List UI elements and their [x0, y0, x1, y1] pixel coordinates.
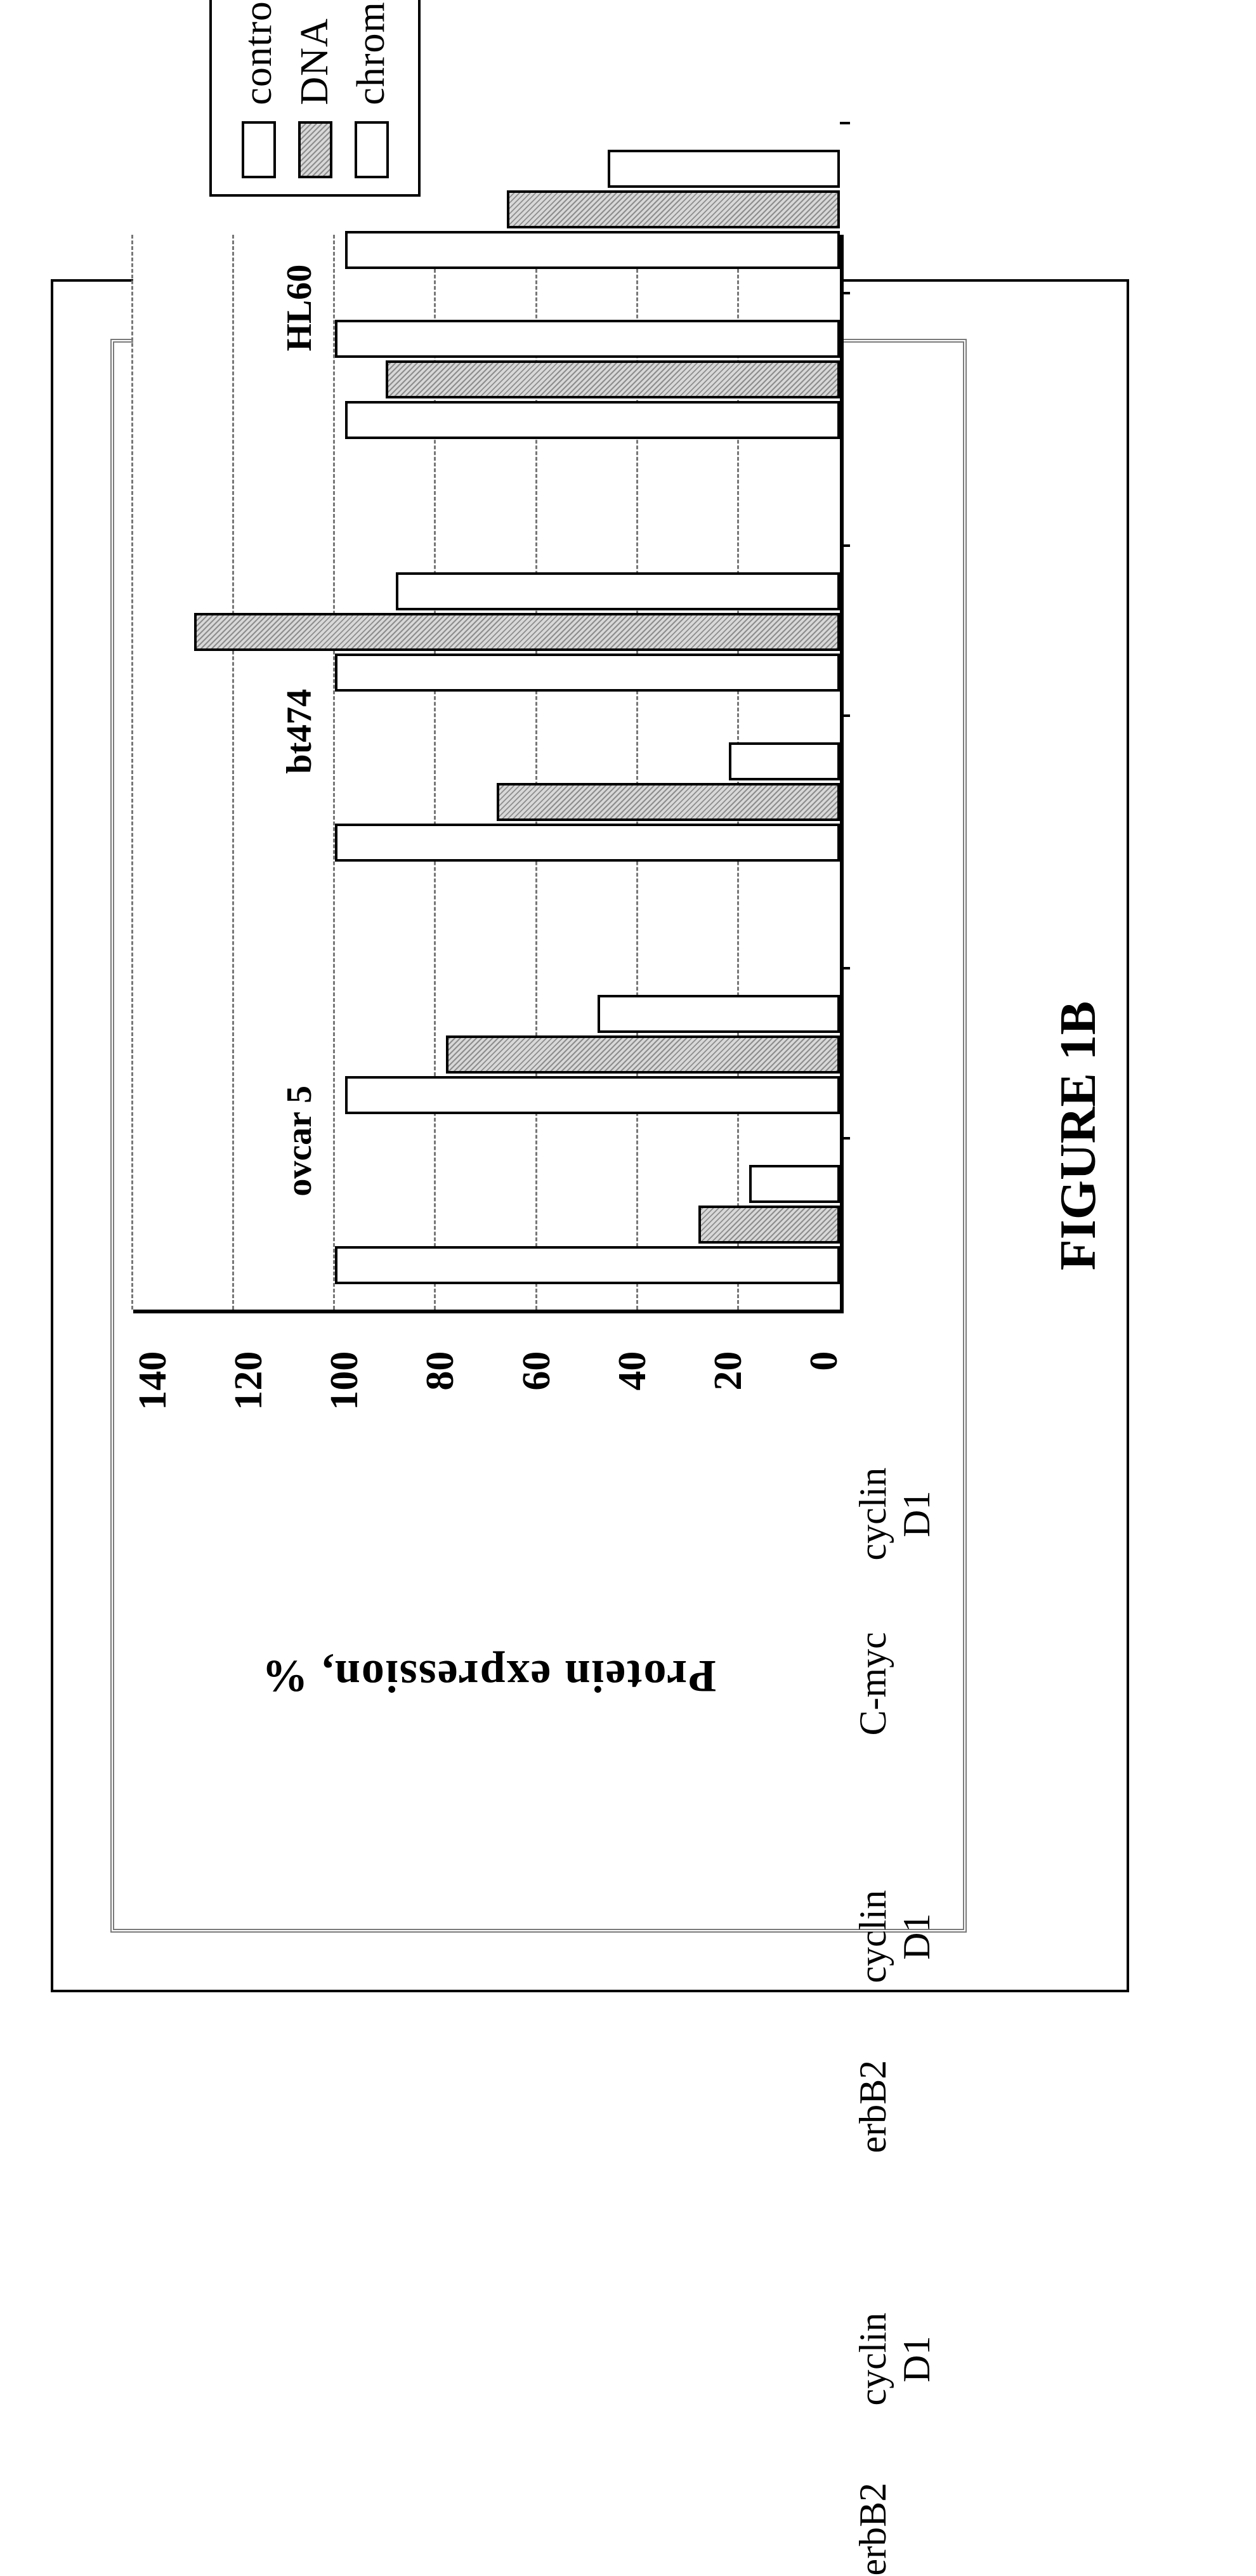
y-axis-ticks: 140 120 100 80 60 40 20 0 — [133, 1351, 844, 1410]
legend-item-control: control — [236, 0, 281, 178]
page-wrapper: Protein expression, % 140 120 100 80 60 … — [51, 25, 1256, 1992]
bar-HL60_Cmyc-dna — [386, 360, 840, 398]
plot-area: ovcar 5 bt474 HL60 — [133, 235, 844, 1313]
x-tick-mark — [840, 714, 850, 717]
y-tick: 140 — [133, 1351, 173, 1410]
x-tick-mark — [840, 544, 850, 547]
chart-frame: Protein expression, % 140 120 100 80 60 … — [110, 339, 967, 1933]
group-title: bt474 — [279, 689, 320, 774]
chart-area: Protein expression, % 140 120 100 80 60 … — [133, 368, 844, 1903]
bar-ovcar5_erbB2-dna — [698, 1206, 840, 1244]
legend-swatch-chromatin — [355, 121, 389, 178]
bar-ovcar5_erbB2-control — [335, 1246, 840, 1284]
bar-HL60_cyclinD1-chromatin — [608, 150, 840, 188]
bar-HL60_cyclinD1-control — [345, 231, 840, 269]
bar-ovcar5_cyclinD1-chromatin — [598, 995, 840, 1033]
y-tick: 80 — [421, 1351, 460, 1391]
y-axis-label: Protein expression, % — [261, 1650, 716, 1702]
bar-ovcar5_erbB2-chromatin — [749, 1165, 840, 1203]
grid-line — [131, 235, 133, 1310]
legend-label: DNA — [292, 18, 337, 105]
y-tick: 60 — [517, 1351, 556, 1391]
y-tick: 100 — [325, 1351, 364, 1410]
bar-bt474_cyclinD1-control — [335, 654, 840, 692]
legend-swatch-control — [242, 121, 276, 178]
x-axis-label: cyclinD1 — [851, 2313, 939, 2406]
bar-ovcar5_cyclinD1-control — [345, 1076, 840, 1114]
bar-ovcar5_cyclinD1-dna — [446, 1035, 840, 1074]
x-tick-mark — [840, 1137, 850, 1140]
x-tick-mark — [840, 967, 850, 969]
y-tick: 0 — [804, 1351, 844, 1371]
x-tick-mark — [840, 292, 850, 294]
x-axis-labels: erbB2cyclinD1erbB2cyclinD1C-myccyclinD1 — [844, 368, 945, 1903]
y-tick: 20 — [709, 1351, 748, 1391]
bar-bt474_erbB2-control — [335, 824, 840, 862]
bar-HL60_Cmyc-chromatin — [335, 320, 840, 358]
legend-swatch-dna — [298, 121, 332, 178]
bar-HL60_Cmyc-control — [345, 401, 840, 439]
legend-item-chromatin: chromatin — [349, 0, 394, 178]
y-tick: 40 — [613, 1351, 652, 1391]
figure-caption: FIGURE 1B — [1050, 282, 1108, 1990]
legend: control DNA chromatin — [209, 0, 421, 197]
outer-frame: Protein expression, % 140 120 100 80 60 … — [51, 279, 1129, 1992]
bar-bt474_erbB2-chromatin — [729, 742, 840, 780]
x-axis-label: erbB2 — [851, 2483, 895, 2576]
x-axis-label: C-myc — [851, 1632, 895, 1735]
y-tick: 120 — [229, 1351, 268, 1410]
bar-HL60_cyclinD1-dna — [507, 190, 840, 228]
legend-label: chromatin — [349, 0, 394, 105]
bar-bt474_cyclinD1-dna — [194, 613, 841, 651]
grid-line — [333, 235, 335, 1310]
legend-item-dna: DNA — [292, 0, 337, 178]
bar-bt474_cyclinD1-chromatin — [396, 572, 840, 610]
legend-label: control — [236, 0, 281, 105]
bar-bt474_erbB2-dna — [497, 783, 840, 821]
x-axis-label: erbB2 — [851, 2060, 895, 2153]
grid-line — [232, 235, 234, 1310]
y-axis-label-wrap: Protein expression, % — [133, 1449, 844, 1903]
x-tick-mark — [840, 122, 850, 124]
group-title: HL60 — [279, 265, 320, 352]
x-axis-label: cyclinD1 — [851, 1890, 939, 1983]
group-title: ovcar 5 — [279, 1086, 320, 1197]
x-axis-label: cyclinD1 — [851, 1468, 939, 1561]
